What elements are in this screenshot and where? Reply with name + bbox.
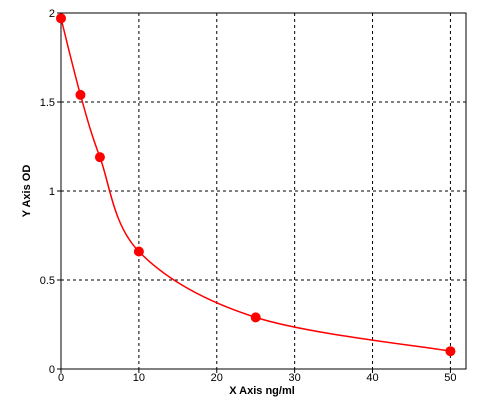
y-tick-label: 0 xyxy=(49,364,55,376)
x-tick-label: 30 xyxy=(289,372,301,384)
x-tick-label: 50 xyxy=(444,372,456,384)
x-tick-label: 0 xyxy=(58,372,64,384)
y-tick-label: 0.5 xyxy=(40,275,55,287)
data-point xyxy=(56,13,66,24)
data-point xyxy=(250,312,261,323)
x-axis-label: X Axis ng/ml xyxy=(229,385,295,397)
plot-frame xyxy=(60,12,467,370)
y-axis-label: Y Axis OD xyxy=(21,165,33,218)
x-tick-label: 10 xyxy=(133,372,145,384)
x-tick-label: 20 xyxy=(211,372,223,384)
x-tick-label: 40 xyxy=(366,372,378,384)
y-tick-label: 2 xyxy=(49,8,55,20)
y-tick-label: 1 xyxy=(49,186,55,198)
y-tick-label: 1.5 xyxy=(40,97,55,109)
data-point xyxy=(75,89,86,100)
data-point xyxy=(445,346,456,357)
data-point xyxy=(94,152,105,163)
data-point xyxy=(133,246,144,257)
